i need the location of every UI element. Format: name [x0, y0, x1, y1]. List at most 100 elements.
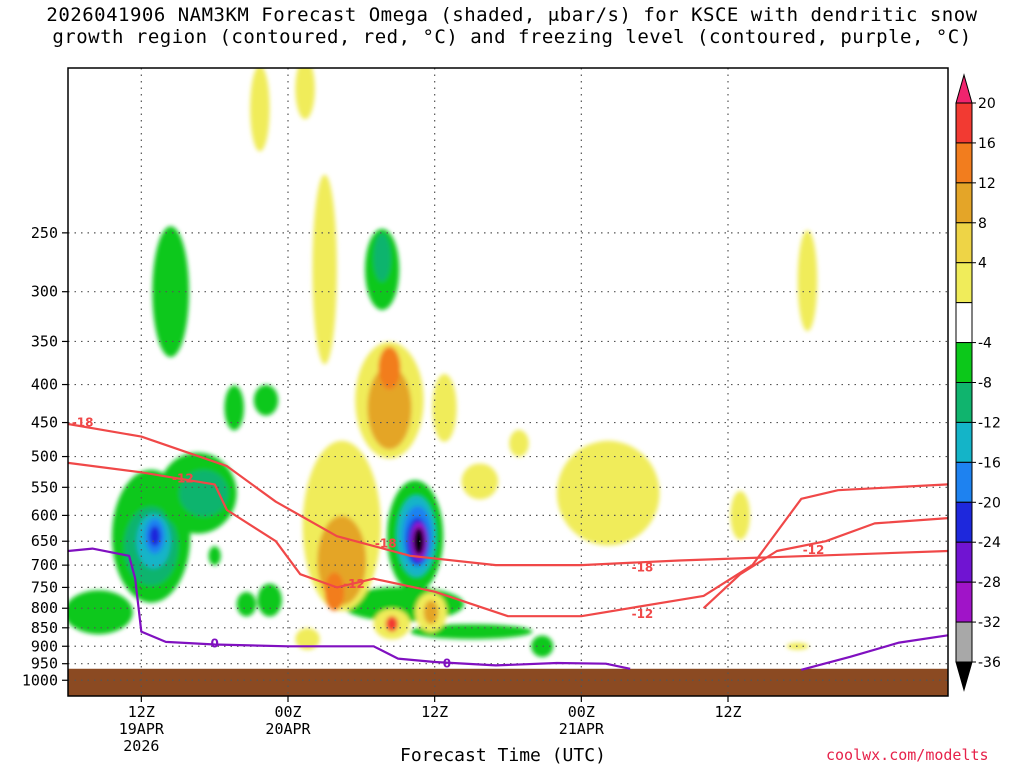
colorbar-box — [955, 342, 973, 384]
colorbar: 20 16 12 8 4 -4 -8 -12 -16 -20 -24 -28 -32 -36 — [955, 73, 1001, 692]
omega-region-dn4 — [312, 174, 337, 365]
temperature-contour-label: -18 — [632, 560, 654, 574]
omega-region-up4 — [257, 583, 282, 617]
y-tick-label: 650 — [31, 532, 58, 550]
y-tick-label: 350 — [31, 332, 58, 350]
omega-region-dn12 — [423, 600, 439, 625]
y-axis-ticks: 2503003504004505005506006507007508008509… — [22, 224, 68, 689]
terrain-surface — [68, 668, 948, 696]
contour-lines: -18 -18 -18 -12 -12 -12 -12 0 0 — [68, 416, 948, 671]
y-tick-label: 600 — [31, 506, 58, 524]
colorbar-box — [955, 382, 973, 423]
temperature-contour-label: -18 — [72, 416, 94, 430]
omega-region-up36 — [413, 527, 425, 555]
colorbar-label: -20 — [978, 495, 1001, 511]
colorbar-label: -24 — [978, 535, 1001, 551]
omega-region-up8 — [373, 233, 391, 282]
x-tick-label: 00Z — [274, 703, 301, 721]
colorbar-label: -36 — [978, 655, 1001, 671]
colorbar-label: -4 — [978, 336, 992, 352]
colorbar-label: -12 — [978, 415, 1001, 431]
y-tick-label: 850 — [31, 619, 58, 637]
temperature-contour-line — [702, 517, 948, 610]
colorbar-label: 4 — [978, 256, 987, 272]
temperature-contour-label: -12 — [343, 577, 365, 591]
colorbar-box — [955, 621, 973, 663]
x-tick-label: 21APR — [559, 720, 605, 738]
omega-region-up4 — [68, 590, 133, 635]
omega-region-dn4 — [509, 429, 529, 457]
omega-region-dn4 — [295, 68, 315, 120]
temperature-contour-line — [68, 422, 948, 567]
omega-region-dn20 — [385, 616, 398, 632]
temperature-contour-line — [68, 461, 948, 618]
x-tick-label: 2026 — [123, 737, 159, 755]
omega-region-up4 — [531, 635, 554, 658]
colorbar-box — [955, 182, 973, 224]
omega-region-dn4 — [295, 627, 320, 651]
colorbar-box — [955, 541, 973, 583]
colorbar-box — [955, 222, 973, 264]
plot-frame — [67, 67, 949, 697]
colorbar-bottom-arrow — [955, 661, 973, 692]
temperature-contour-label: -12 — [172, 471, 194, 485]
omega-region-dn4 — [250, 68, 270, 152]
colorbar-label: -28 — [978, 575, 1001, 591]
colorbar-box — [955, 102, 973, 144]
freezing-level-contour-label: 0 — [210, 637, 218, 651]
omega-region-up4 — [253, 384, 279, 416]
colorbar-box — [955, 581, 973, 623]
colorbar-box — [955, 461, 973, 503]
y-tick-label: 300 — [31, 283, 58, 301]
omega-region-dn16 — [324, 572, 345, 611]
x-tick-label: 00Z — [568, 703, 595, 721]
omega-region-dn4 — [730, 491, 750, 540]
colorbar-label: -16 — [978, 455, 1001, 471]
colorbar-label: -32 — [978, 615, 1001, 631]
title-line-2: growth region (contoured, red, °C) and f… — [52, 26, 972, 48]
colorbar-box — [955, 262, 973, 304]
omega-region-dn4 — [556, 440, 660, 546]
colorbar-box — [955, 142, 973, 184]
terrain-fill — [68, 668, 948, 696]
y-tick-label: 1000 — [22, 671, 58, 689]
temperature-contour-label: -12 — [632, 607, 654, 621]
omega-region-up4 — [208, 546, 221, 566]
colorbar-box — [955, 302, 973, 344]
omega-region-up4 — [236, 591, 257, 617]
x-tick-label: 12Z — [421, 703, 448, 721]
omega-region-dn4 — [797, 230, 818, 332]
omega-region-up4 — [152, 226, 190, 358]
title-line-1: 2026041906 NAM3KM Forecast Omega (shaded… — [46, 4, 978, 26]
colorbar-label: 12 — [978, 176, 996, 192]
credit-link[interactable]: coolwx.com/modelts — [826, 746, 989, 764]
colorbar-box — [955, 501, 973, 543]
y-tick-label: 250 — [31, 224, 58, 242]
omega-shading — [68, 68, 818, 658]
y-tick-label: 700 — [31, 556, 58, 574]
colorbar-label: 16 — [978, 136, 996, 152]
y-tick-label: 950 — [31, 655, 58, 673]
y-tick-label: 750 — [31, 578, 58, 596]
freezing-level-contour-line — [68, 547, 631, 670]
omega-region-dn4 — [786, 642, 809, 650]
y-tick-label: 500 — [31, 448, 58, 466]
colorbar-box — [955, 421, 973, 463]
y-tick-label: 550 — [31, 478, 58, 496]
freezing-level-contour-label: 0 — [443, 657, 451, 671]
omega-region-dn4 — [461, 463, 499, 500]
y-tick-label: 900 — [31, 637, 58, 655]
omega-shading-layer — [68, 68, 818, 658]
chart-title: 2026041906 NAM3KM Forecast Omega (shaded… — [0, 4, 1024, 48]
temperature-contour-label: -18 — [375, 537, 397, 551]
omega-region-dn12 — [367, 366, 412, 450]
x-tick-label: 20APR — [265, 720, 311, 738]
freezing-level-contour-line — [801, 634, 948, 671]
x-tick-label: 12Z — [128, 703, 155, 721]
colorbar-label: 20 — [978, 96, 996, 112]
temperature-contour-label: -12 — [803, 543, 825, 557]
omega-region-dn16 — [378, 346, 401, 390]
colorbar-top-arrow — [955, 73, 973, 104]
